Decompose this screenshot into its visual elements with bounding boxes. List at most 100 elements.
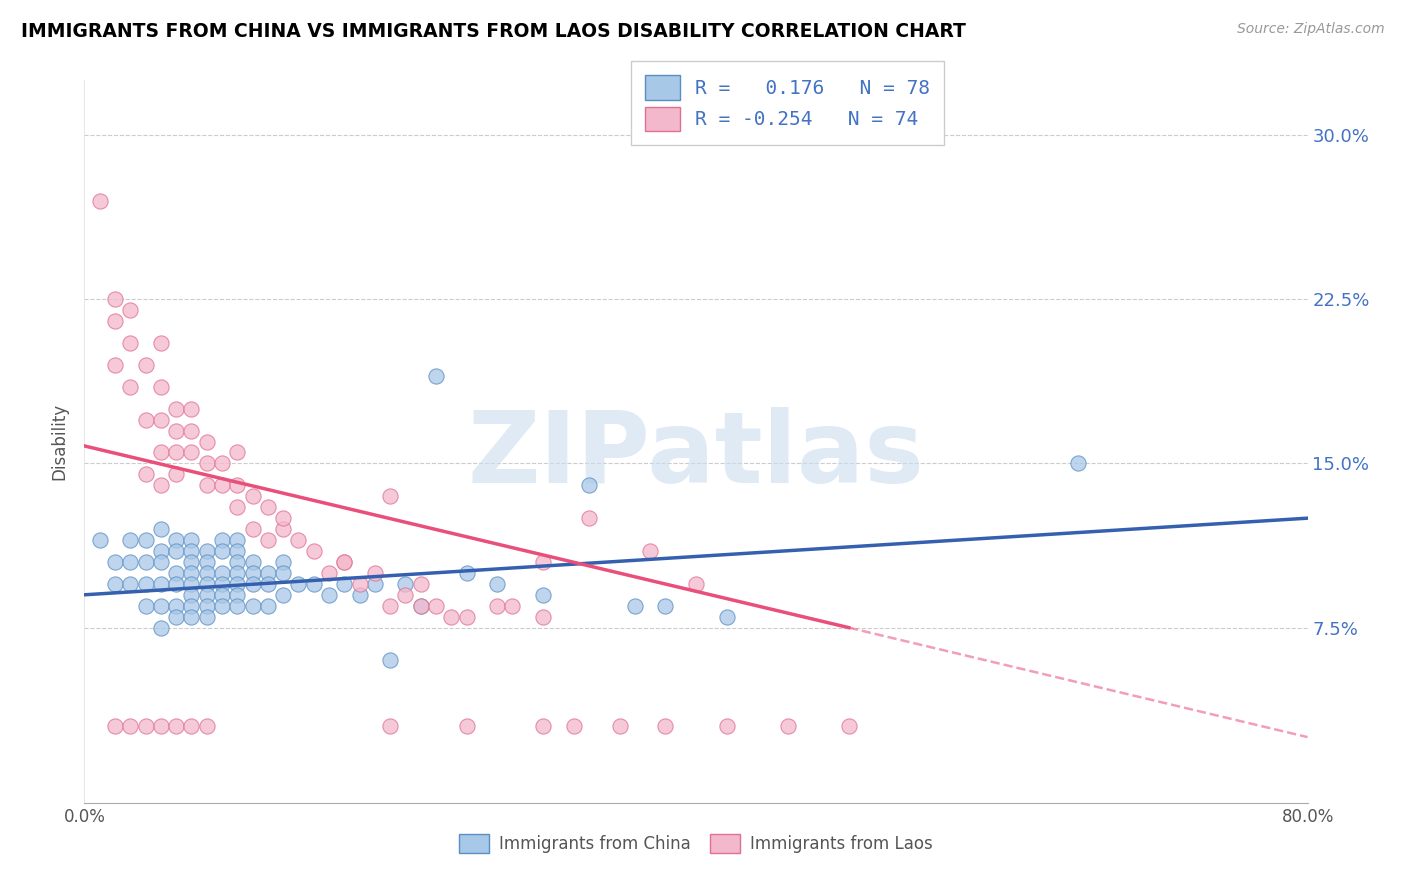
Point xyxy=(149,445,172,459)
Point xyxy=(776,719,799,733)
Point xyxy=(165,424,187,438)
Point xyxy=(333,577,356,591)
Point xyxy=(104,577,127,591)
Point xyxy=(120,336,142,351)
Point xyxy=(456,609,478,624)
Point xyxy=(149,555,172,569)
Point xyxy=(226,599,249,613)
Point xyxy=(609,719,631,733)
Point xyxy=(180,577,202,591)
Point xyxy=(302,577,325,591)
Point xyxy=(257,577,280,591)
Point xyxy=(104,314,127,328)
Point xyxy=(271,522,294,536)
Point xyxy=(287,577,309,591)
Point xyxy=(149,577,172,591)
Point xyxy=(180,588,202,602)
Point xyxy=(562,719,585,733)
Point xyxy=(120,577,142,591)
Point xyxy=(380,599,402,613)
Point xyxy=(149,599,172,613)
Point xyxy=(211,533,233,547)
Point xyxy=(654,599,676,613)
Point xyxy=(195,599,218,613)
Point xyxy=(195,719,218,733)
Point xyxy=(165,609,187,624)
Point xyxy=(165,401,187,416)
Point xyxy=(409,577,432,591)
Point xyxy=(165,719,187,733)
Point xyxy=(104,292,127,306)
Point xyxy=(716,609,738,624)
Point xyxy=(226,555,249,569)
Point xyxy=(456,719,478,733)
Point xyxy=(211,478,233,492)
Point xyxy=(180,566,202,580)
Point xyxy=(271,566,294,580)
Point xyxy=(120,533,142,547)
Point xyxy=(257,533,280,547)
Point xyxy=(195,609,218,624)
Point xyxy=(226,500,249,515)
Point xyxy=(135,533,157,547)
Point xyxy=(257,599,280,613)
Text: IMMIGRANTS FROM CHINA VS IMMIGRANTS FROM LAOS DISABILITY CORRELATION CHART: IMMIGRANTS FROM CHINA VS IMMIGRANTS FROM… xyxy=(21,22,966,41)
Point xyxy=(226,544,249,558)
Point xyxy=(195,588,218,602)
Point xyxy=(578,478,600,492)
Point xyxy=(211,588,233,602)
Point xyxy=(624,599,647,613)
Point xyxy=(104,555,127,569)
Point xyxy=(180,401,202,416)
Point xyxy=(318,588,340,602)
Point xyxy=(135,412,157,426)
Point xyxy=(242,522,264,536)
Point xyxy=(380,489,402,503)
Text: ZIPatlas: ZIPatlas xyxy=(468,408,924,505)
Point xyxy=(180,555,202,569)
Point xyxy=(271,555,294,569)
Point xyxy=(531,555,554,569)
Point xyxy=(180,445,202,459)
Point xyxy=(165,533,187,547)
Point xyxy=(195,434,218,449)
Point xyxy=(89,194,111,208)
Point xyxy=(195,577,218,591)
Point xyxy=(409,599,432,613)
Point xyxy=(578,511,600,525)
Point xyxy=(135,358,157,372)
Point xyxy=(195,478,218,492)
Point xyxy=(135,577,157,591)
Point xyxy=(685,577,707,591)
Point xyxy=(425,599,447,613)
Point xyxy=(226,588,249,602)
Point xyxy=(394,577,416,591)
Point xyxy=(180,599,202,613)
Point xyxy=(349,577,371,591)
Point xyxy=(180,544,202,558)
Point xyxy=(180,424,202,438)
Point xyxy=(257,566,280,580)
Point xyxy=(135,467,157,482)
Point xyxy=(638,544,661,558)
Point xyxy=(409,599,432,613)
Point xyxy=(104,719,127,733)
Point xyxy=(380,719,402,733)
Point xyxy=(271,511,294,525)
Point xyxy=(165,577,187,591)
Point xyxy=(226,445,249,459)
Point xyxy=(531,588,554,602)
Point xyxy=(242,577,264,591)
Point xyxy=(149,380,172,394)
Point xyxy=(165,599,187,613)
Point xyxy=(242,599,264,613)
Point xyxy=(165,566,187,580)
Point xyxy=(149,478,172,492)
Point xyxy=(531,719,554,733)
Point xyxy=(226,478,249,492)
Point xyxy=(149,412,172,426)
Point xyxy=(149,544,172,558)
Point xyxy=(120,555,142,569)
Point xyxy=(242,555,264,569)
Point xyxy=(195,544,218,558)
